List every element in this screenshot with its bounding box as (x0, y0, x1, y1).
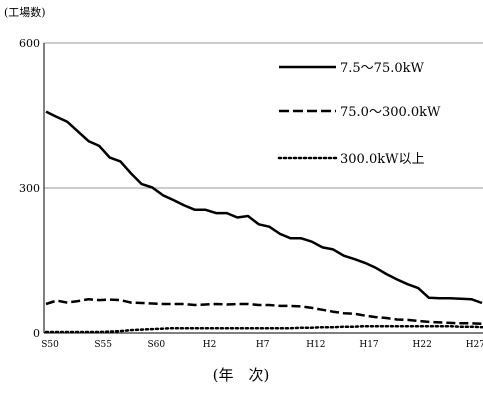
gridlines (44, 42, 483, 189)
x-tick-label-S50: S50 (41, 340, 59, 350)
legend-label-3: 300.0kW以上 (340, 152, 424, 167)
x-tick-label-H22: H22 (413, 340, 432, 350)
y-tick-label-300: 300 (19, 182, 40, 195)
y-tick-label-0: 0 (33, 327, 40, 340)
x-tick-label-S55: S55 (94, 340, 112, 350)
series-line-2 (45, 297, 483, 326)
x-tick-label-H7: H7 (256, 340, 270, 350)
axes: 0 300 600 S50 S55 S60 H2 H7 H12 H17 H22 H27 (19, 37, 483, 350)
series-line-3 (44, 324, 483, 334)
x-tick-label-H17: H17 (359, 340, 379, 350)
series-lines (44, 110, 483, 334)
x-tick-label-S60: S60 (148, 340, 166, 350)
legend-label-2: 75.0～300.0kW (340, 105, 441, 120)
x-tick-label-H12: H12 (306, 340, 325, 350)
legend-label-1: 7.5～75.0kW (340, 61, 424, 76)
x-axis-title: (年 次) (213, 366, 270, 384)
y-tick-label-600: 600 (19, 37, 40, 50)
series-line-1 (45, 110, 483, 305)
x-tick-label-H2: H2 (203, 340, 217, 350)
legend: 7.5～75.0kW 75.0～300.0kW 300.0kW以上 (277, 61, 441, 167)
x-tick-label-H27: H27 (466, 340, 483, 350)
y-axis-title: (工場数) (4, 6, 46, 19)
